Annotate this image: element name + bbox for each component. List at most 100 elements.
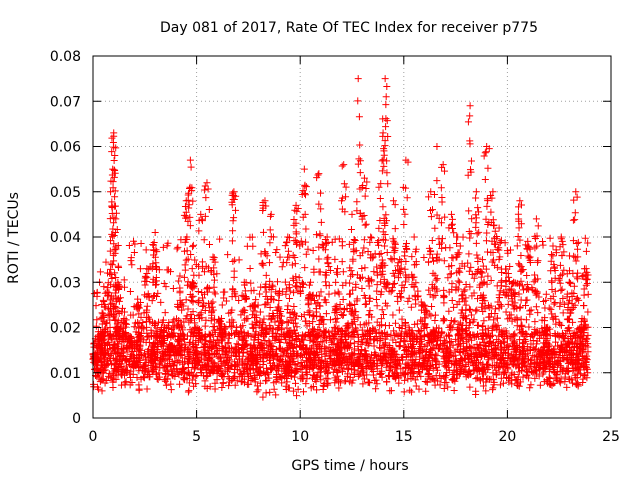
data-point: [243, 355, 251, 363]
data-point: [179, 365, 187, 373]
data-point: [391, 357, 399, 365]
data-point: [574, 245, 582, 253]
data-point: [525, 323, 533, 331]
data-point: [319, 320, 327, 328]
data-point: [551, 358, 559, 366]
data-point: [116, 294, 124, 302]
data-point: [536, 366, 544, 374]
data-point: [269, 364, 277, 372]
data-point: [185, 355, 193, 363]
x-tick-label: 15: [395, 429, 413, 445]
data-point: [440, 292, 448, 300]
data-point: [384, 180, 392, 188]
data-point: [133, 374, 141, 382]
data-point: [325, 351, 333, 359]
data-point: [462, 363, 470, 371]
data-point: [207, 332, 215, 340]
data-point: [275, 296, 283, 304]
data-point: [345, 240, 353, 248]
data-point: [580, 291, 588, 299]
data-point: [159, 352, 167, 360]
data-point: [568, 376, 576, 384]
data-point: [299, 388, 307, 396]
data-point: [444, 383, 452, 391]
data-point: [236, 367, 244, 375]
data-point: [515, 382, 523, 390]
data-point: [346, 279, 354, 287]
data-point: [181, 345, 189, 353]
data-point: [270, 385, 278, 393]
data-point: [342, 377, 350, 385]
data-point: [187, 297, 195, 305]
grid-lines: [93, 56, 611, 418]
data-point: [244, 314, 252, 322]
data-point: [144, 345, 152, 353]
data-point: [263, 352, 271, 360]
data-point: [241, 316, 249, 324]
data-point: [349, 255, 357, 263]
data-point: [458, 306, 466, 314]
data-point: [583, 365, 591, 373]
data-point: [222, 297, 230, 305]
data-point: [518, 366, 526, 374]
data-point: [284, 233, 292, 241]
data-point: [111, 152, 119, 160]
data-point: [401, 278, 409, 286]
x-tick-label: 0: [89, 429, 98, 445]
data-point: [350, 369, 358, 377]
data-point: [174, 369, 182, 377]
data-point: [452, 357, 460, 365]
data-point: [387, 362, 395, 370]
data-point: [533, 242, 541, 250]
data-point: [469, 362, 477, 370]
data-point: [539, 370, 547, 378]
data-point: [281, 242, 289, 250]
data-point: [122, 362, 130, 370]
data-point: [140, 373, 148, 381]
data-point: [205, 365, 213, 373]
data-point: [311, 372, 319, 380]
data-point: [317, 288, 325, 296]
data-point: [566, 278, 574, 286]
data-point: [404, 375, 412, 383]
data-point: [186, 183, 194, 191]
data-point: [231, 361, 239, 369]
data-point: [223, 354, 231, 362]
data-point: [565, 324, 573, 332]
data-point: [398, 315, 406, 323]
data-point: [97, 376, 105, 384]
data-point: [503, 364, 511, 372]
data-point: [194, 357, 202, 365]
data-point: [465, 207, 473, 215]
data-point: [160, 279, 168, 287]
data-point: [238, 372, 246, 380]
data-point: [342, 183, 350, 191]
data-point: [361, 375, 369, 383]
data-point: [429, 375, 437, 383]
data-point: [356, 141, 364, 149]
data-point: [218, 301, 226, 309]
data-point: [430, 355, 438, 363]
data-point: [176, 287, 184, 295]
data-point: [556, 279, 564, 287]
data-point: [511, 346, 519, 354]
data-point: [579, 359, 587, 367]
data-point: [470, 351, 478, 359]
data-point: [435, 360, 443, 368]
data-point: [281, 358, 289, 366]
data-point: [454, 233, 462, 241]
data-point: [182, 256, 190, 264]
data-point: [198, 258, 206, 266]
data-points: [89, 75, 592, 401]
data-point: [200, 372, 208, 380]
data-point: [319, 385, 327, 393]
data-point: [285, 294, 293, 302]
data-point: [560, 266, 568, 274]
data-point: [294, 360, 302, 368]
data-point: [490, 381, 498, 389]
data-point: [113, 349, 121, 357]
data-point: [400, 205, 408, 213]
data-point: [456, 364, 464, 372]
data-point: [351, 300, 359, 308]
data-point: [301, 350, 309, 358]
